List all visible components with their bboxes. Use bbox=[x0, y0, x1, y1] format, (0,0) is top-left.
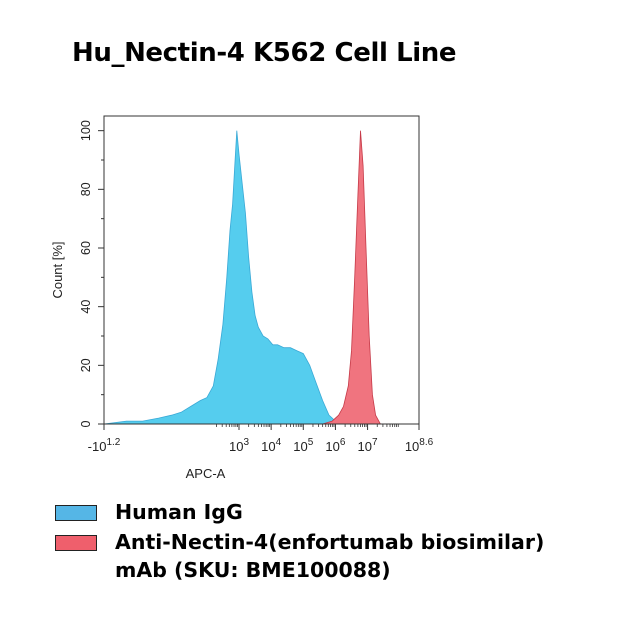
flow-histogram-chart: 0 20 40 60 80 100 Count [%] -101.2 103 104 105 106 1… bbox=[50, 115, 434, 481]
chart-title: Hu_Nectin-4 K562 Cell Line bbox=[72, 38, 457, 68]
legend-swatch-anti-nectin-4 bbox=[55, 535, 97, 551]
x-tick-label: -101.2 bbox=[88, 437, 121, 454]
x-tick-label: 105 bbox=[293, 437, 313, 454]
y-tick-label: 80 bbox=[79, 182, 93, 196]
series-area-anti-nectin-4 bbox=[322, 130, 382, 425]
y-tick-label: 40 bbox=[79, 300, 93, 314]
x-tick-label: 107 bbox=[358, 437, 378, 454]
x-tick-label: 103 bbox=[229, 437, 249, 454]
y-axis-label: Count [%] bbox=[50, 241, 65, 298]
legend-label-line-2: mAb (SKU: BME100088) bbox=[115, 558, 391, 582]
legend-label-anti-nectin-4: Anti-Nectin-4(enfortumab biosimilar) mAb… bbox=[115, 528, 632, 584]
legend-swatch-human-igg bbox=[55, 505, 97, 521]
y-tick-label: 60 bbox=[79, 241, 93, 255]
x-axis-label: APC-A bbox=[186, 466, 226, 481]
legend-label-line-1: Anti-Nectin-4(enfortumab biosimilar) bbox=[115, 530, 545, 554]
series-area-human-igg bbox=[103, 130, 343, 425]
x-tick-label: 104 bbox=[261, 437, 281, 454]
legend-label-human-igg: Human IgG bbox=[115, 500, 243, 524]
x-tick-label: 108.6 bbox=[405, 437, 434, 454]
x-tick-label: 106 bbox=[325, 437, 345, 454]
y-tick-label: 0 bbox=[79, 420, 93, 427]
y-tick-label: 100 bbox=[79, 120, 93, 141]
y-tick-label: 20 bbox=[79, 358, 93, 372]
